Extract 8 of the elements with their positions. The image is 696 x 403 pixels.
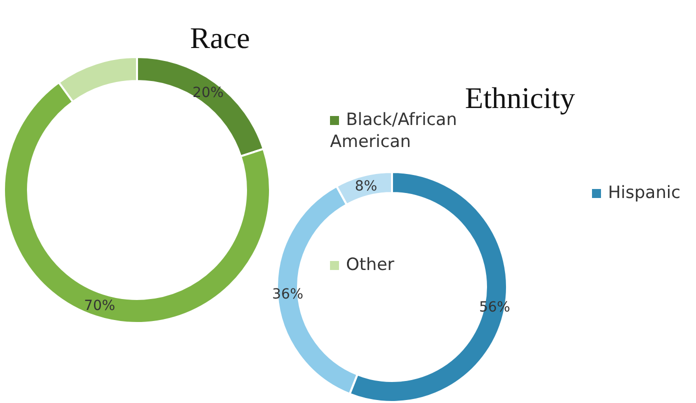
- data-label: 70%: [84, 298, 116, 314]
- data-label: 20%: [192, 85, 224, 102]
- legend-label: Black/African American: [330, 110, 457, 152]
- chart-title: Ethnicity: [465, 82, 575, 115]
- chart-title: Race: [190, 22, 250, 55]
- legend-label: Hispanic: [608, 183, 680, 203]
- legend-label: Other: [346, 255, 394, 275]
- data-label: 8%: [354, 178, 378, 195]
